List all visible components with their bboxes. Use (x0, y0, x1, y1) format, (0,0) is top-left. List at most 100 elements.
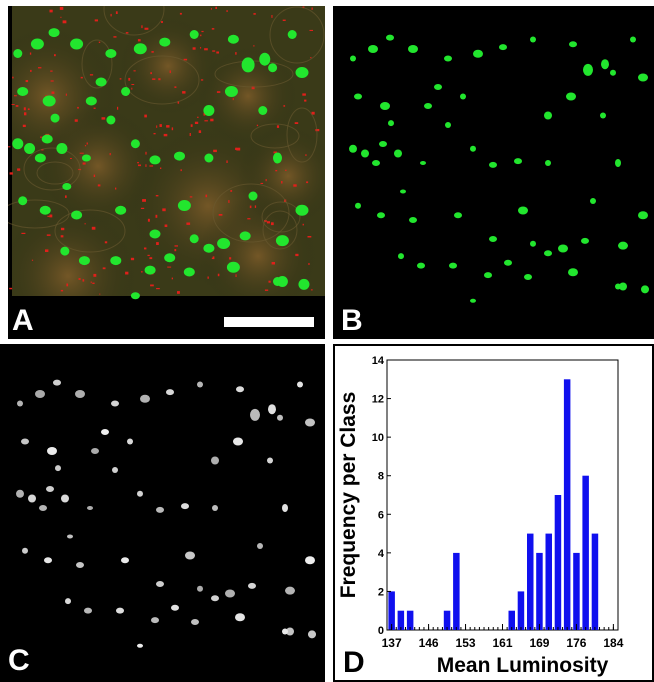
red-speck (162, 208, 166, 212)
green-nucleus (499, 44, 507, 51)
red-speck (276, 125, 280, 128)
red-speck (226, 160, 228, 163)
red-speck (65, 93, 67, 96)
gray-nucleus (137, 643, 143, 648)
green-nucleus (159, 37, 171, 47)
gray-nucleus (268, 404, 276, 415)
y-tick-label: 12 (372, 394, 384, 406)
green-nucleus (62, 183, 72, 190)
green-nucleus (524, 274, 532, 280)
red-speck (189, 196, 193, 198)
green-nucleus (41, 134, 53, 144)
green-nucleus (630, 36, 636, 43)
red-speck (150, 284, 154, 287)
gray-nucleus (61, 494, 69, 503)
red-speck (59, 6, 64, 10)
gray-nucleus (286, 627, 294, 636)
cell-outline (81, 39, 113, 89)
red-speck (311, 111, 315, 115)
green-nucleus (504, 259, 512, 266)
bar (582, 475, 589, 630)
red-speck (293, 184, 297, 187)
panel-b-segmented-nuclei: B (333, 6, 654, 339)
red-speck (310, 289, 313, 291)
green-nucleus (149, 229, 161, 239)
green-nucleus (227, 34, 239, 44)
green-nucleus (394, 149, 402, 158)
green-nucleus (241, 57, 255, 73)
cell-outline (212, 183, 290, 243)
gray-nucleus (248, 582, 256, 589)
green-nucleus (164, 253, 176, 263)
red-speck (138, 164, 141, 167)
red-speck (203, 112, 206, 116)
scale-bar (224, 317, 314, 327)
green-nucleus (420, 161, 426, 165)
red-speck (156, 125, 158, 128)
bar (573, 552, 580, 630)
green-nucleus (50, 113, 60, 123)
green-nucleus (489, 236, 497, 242)
green-nucleus (183, 267, 195, 277)
green-nucleus (566, 92, 576, 101)
red-speck (60, 289, 64, 292)
green-nucleus (641, 285, 649, 294)
red-speck (113, 36, 117, 38)
red-speck (171, 127, 174, 131)
red-speck (102, 267, 106, 270)
red-speck (49, 214, 53, 218)
x-tick-label: 176 (566, 636, 586, 650)
red-speck (183, 58, 188, 61)
green-nucleus (177, 200, 191, 211)
cell-outline (250, 123, 300, 149)
red-speck (201, 30, 204, 33)
red-speck (264, 289, 269, 291)
red-speck (249, 205, 252, 209)
green-nucleus (350, 55, 356, 62)
red-speck (97, 184, 101, 187)
red-speck (8, 146, 11, 148)
cell-outline (214, 60, 294, 88)
red-speck (212, 256, 215, 260)
green-nucleus (133, 43, 147, 55)
red-speck (232, 98, 234, 101)
red-speck (302, 93, 306, 96)
red-speck (190, 124, 193, 127)
red-speck (99, 293, 101, 295)
green-nucleus (408, 45, 418, 53)
red-speck (174, 245, 178, 247)
gray-nucleus (156, 506, 164, 513)
red-speck (273, 151, 277, 154)
red-speck (92, 282, 95, 284)
red-speck (211, 257, 214, 259)
green-nucleus (239, 231, 251, 241)
gray-nucleus (305, 556, 315, 565)
red-speck (9, 287, 13, 290)
green-nucleus (56, 143, 68, 154)
red-speck (23, 107, 26, 111)
green-nucleus (95, 77, 107, 87)
y-tick-label: 10 (372, 432, 384, 444)
red-speck (307, 236, 312, 238)
x-tick-label: 146 (419, 636, 439, 650)
green-nucleus (13, 49, 23, 58)
gray-nucleus (211, 595, 219, 602)
x-tick-label: 137 (382, 636, 402, 650)
green-nucleus (372, 160, 380, 166)
red-speck (46, 234, 51, 236)
gray-nucleus (47, 447, 57, 455)
green-nucleus (258, 106, 268, 115)
gray-nucleus (233, 437, 243, 446)
green-nucleus (386, 34, 394, 41)
red-speck (149, 257, 153, 260)
green-nucleus (71, 210, 83, 220)
red-speck (282, 19, 286, 21)
y-tick-label: 14 (372, 355, 385, 367)
red-speck (128, 77, 131, 81)
green-nucleus (530, 240, 536, 247)
gray-nucleus (181, 503, 189, 510)
gray-nucleus (250, 408, 260, 421)
red-speck (142, 199, 146, 202)
red-speck (137, 162, 139, 164)
gray-nucleus (55, 465, 61, 472)
